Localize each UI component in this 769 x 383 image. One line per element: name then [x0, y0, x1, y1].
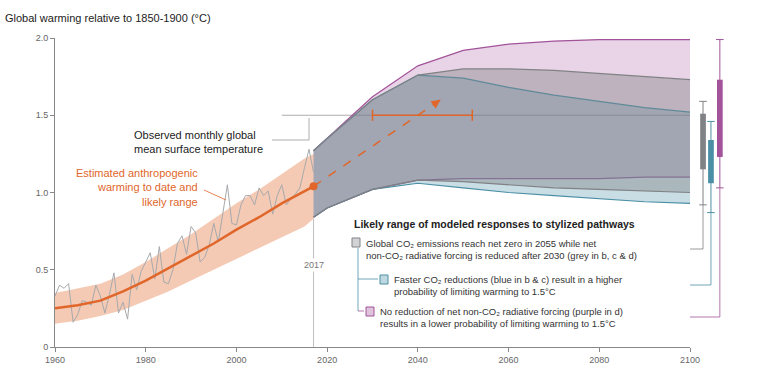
svg-text:2100: 2100	[680, 355, 700, 365]
svg-text:0.5: 0.5	[36, 265, 49, 275]
svg-text:No reduction of net non-CO₂ ra: No reduction of net non-CO₂ radiative fo…	[380, 306, 623, 329]
svg-text:2060: 2060	[499, 355, 519, 365]
svg-text:Observed monthly globalmean su: Observed monthly globalmean surface temp…	[134, 129, 263, 155]
svg-text:2080: 2080	[589, 355, 609, 365]
svg-text:2017: 2017	[304, 260, 324, 270]
svg-text:2.0: 2.0	[36, 33, 49, 43]
svg-text:1.5: 1.5	[36, 110, 49, 120]
svg-text:Faster CO₂ reductions (blue in: Faster CO₂ reductions (blue in b & c) re…	[394, 274, 622, 297]
svg-text:1960: 1960	[45, 355, 65, 365]
svg-text:0: 0	[43, 342, 48, 352]
svg-text:Global warming relative to 185: Global warming relative to 1850-1900 (°C…	[5, 12, 211, 24]
svg-text:Likely range of modeled respon: Likely range of modeled responses to sty…	[354, 218, 635, 230]
svg-text:2040: 2040	[408, 355, 428, 365]
svg-text:2000: 2000	[226, 355, 246, 365]
svg-text:1980: 1980	[136, 355, 156, 365]
svg-text:1.0: 1.0	[36, 188, 49, 198]
svg-text:Estimated anthropogenicwarming: Estimated anthropogenicwarming to date a…	[76, 167, 198, 208]
svg-text:2020: 2020	[317, 355, 337, 365]
svg-text:Global CO₂ emissions reach net: Global CO₂ emissions reach net zero in 2…	[366, 238, 637, 261]
